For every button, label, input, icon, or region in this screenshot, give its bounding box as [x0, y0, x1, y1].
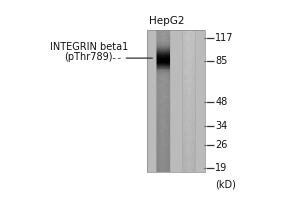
- Bar: [147, 30, 205, 172]
- Text: (pThr789): (pThr789): [64, 52, 113, 62]
- Text: 34: 34: [215, 121, 228, 131]
- Text: 19: 19: [215, 163, 228, 173]
- Text: --: --: [110, 53, 122, 63]
- Text: 26: 26: [215, 140, 228, 150]
- Text: HepG2: HepG2: [149, 16, 184, 26]
- Bar: [147, 30, 205, 172]
- Text: 117: 117: [215, 33, 234, 43]
- Text: 85: 85: [215, 56, 228, 66]
- Text: (kD): (kD): [215, 180, 236, 190]
- Text: INTEGRIN beta1: INTEGRIN beta1: [50, 42, 128, 52]
- Text: 48: 48: [215, 97, 228, 107]
